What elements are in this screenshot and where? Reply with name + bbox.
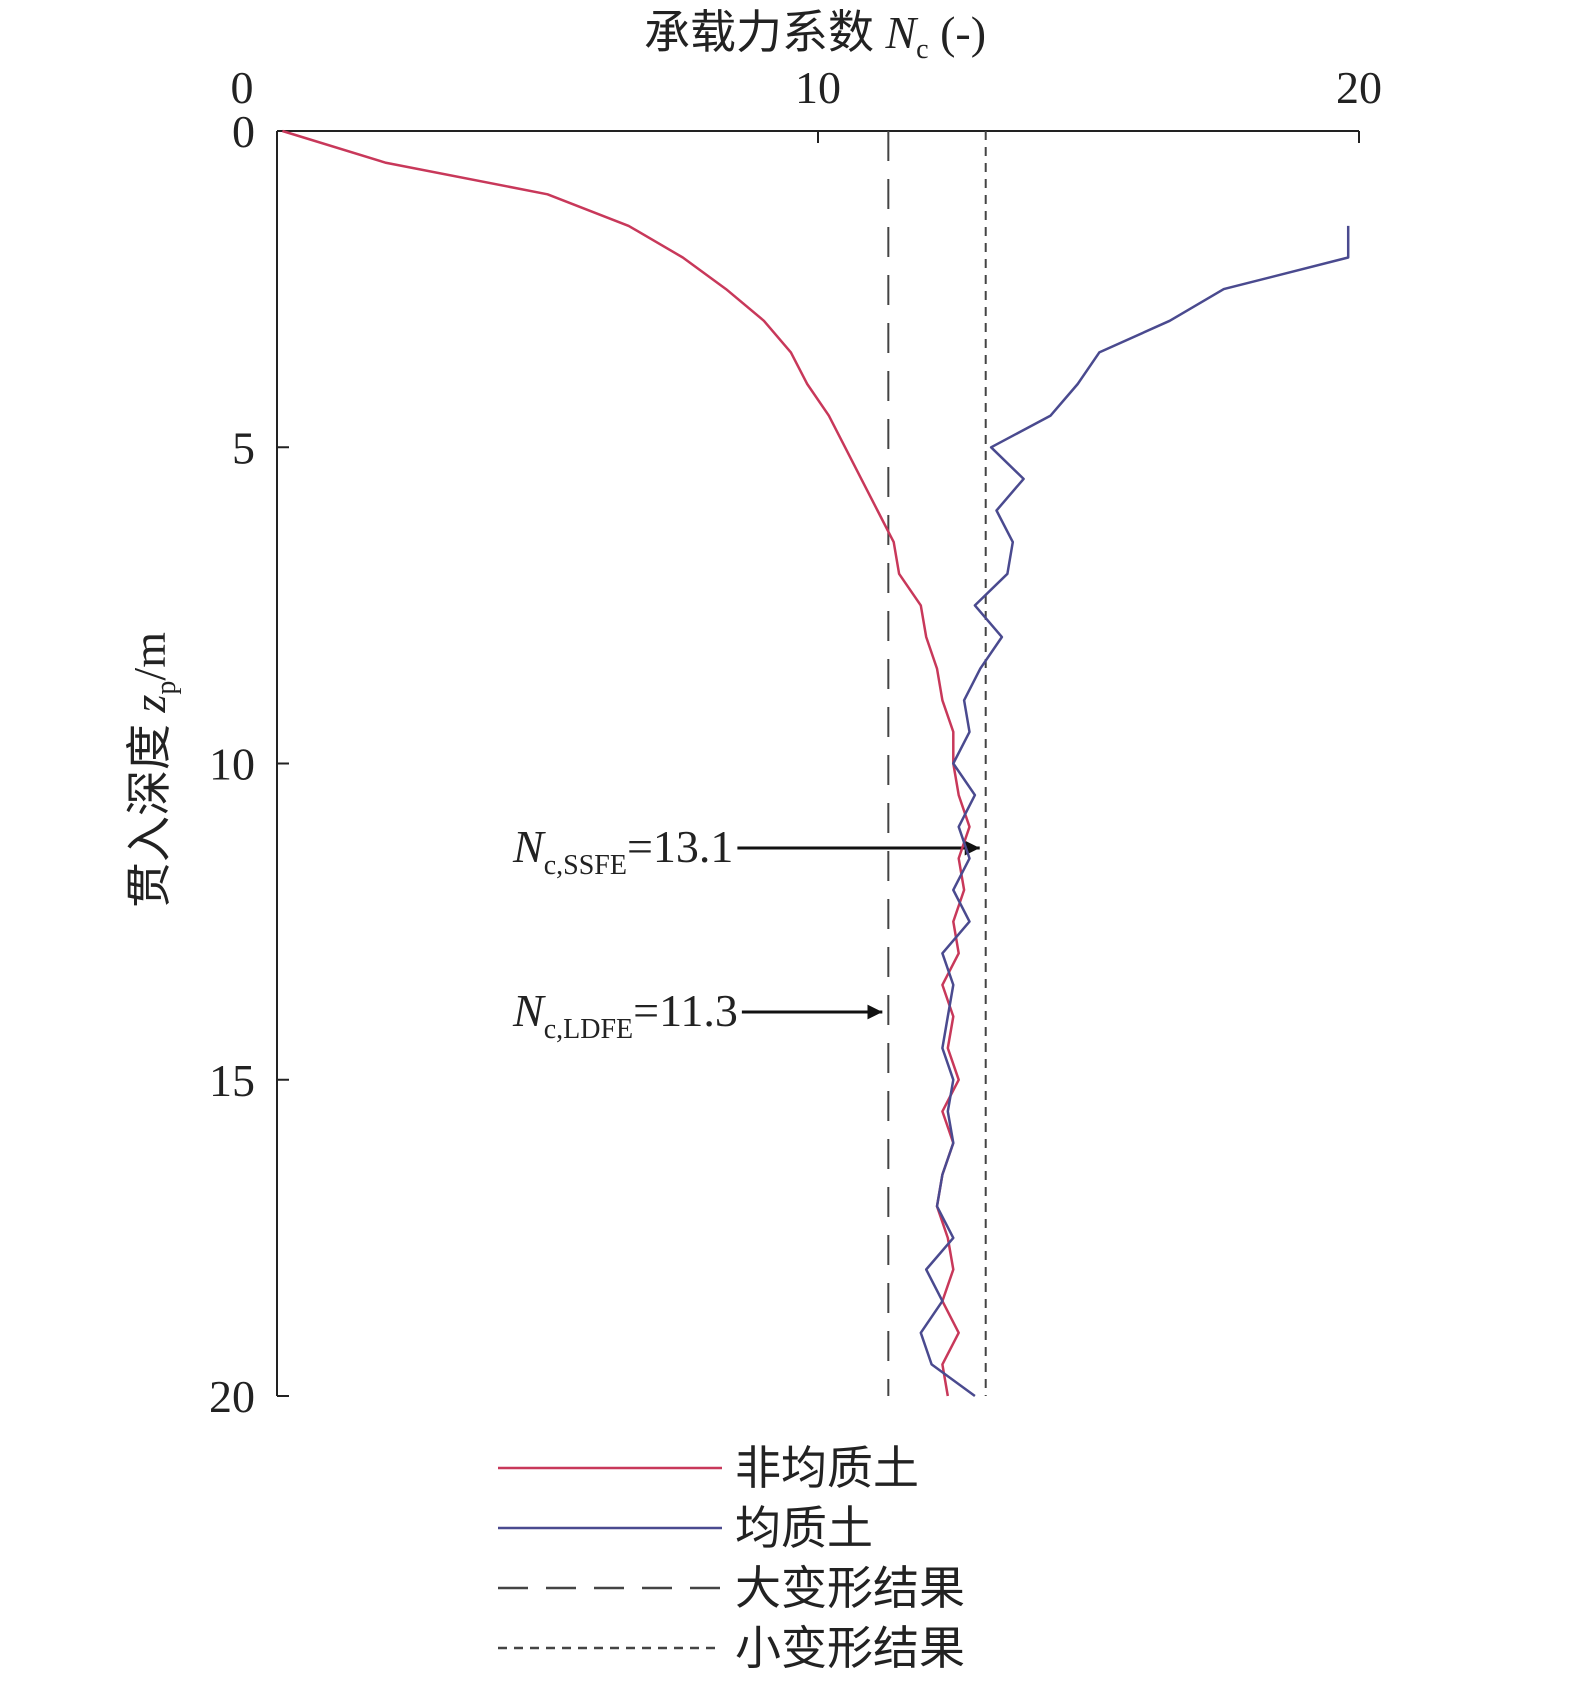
annotation: Nc,LDFE=11.3 <box>512 985 738 1045</box>
legend-label: 小变形结果 <box>735 1623 965 1674</box>
annotation-symbol: N <box>512 821 546 872</box>
legend-label: 非均质土 <box>735 1443 919 1494</box>
annotation-text: =11.3 <box>633 985 738 1036</box>
y-axis-title: 贯入深度 zp/m <box>124 632 182 908</box>
data-line <box>282 129 971 1397</box>
y-tick-label: 20 <box>209 1371 255 1422</box>
x-tick-label: 0 <box>231 62 254 113</box>
annotation-symbol: N <box>512 985 546 1036</box>
legend-label: 均质土 <box>735 1503 873 1554</box>
annotation: Nc,SSFE=13.1 <box>512 821 733 881</box>
y-tick-label: 10 <box>209 739 255 790</box>
x-tick-label: 10 <box>795 62 841 113</box>
x-axis-title: 承载力系数 Nc (-) <box>644 7 986 65</box>
y-tick-label: 15 <box>209 1055 255 1106</box>
x-tick-label: 20 <box>1336 62 1382 113</box>
y-tick-label: 0 <box>232 106 255 157</box>
annotation-subscript: c,LDFE <box>544 1014 633 1045</box>
legend-label: 大变形结果 <box>735 1563 965 1614</box>
data-line <box>919 225 1350 1398</box>
annotation-text: =13.1 <box>627 821 733 872</box>
y-tick-label: 5 <box>232 422 255 473</box>
annotation-subscript: c,SSFE <box>544 850 627 881</box>
